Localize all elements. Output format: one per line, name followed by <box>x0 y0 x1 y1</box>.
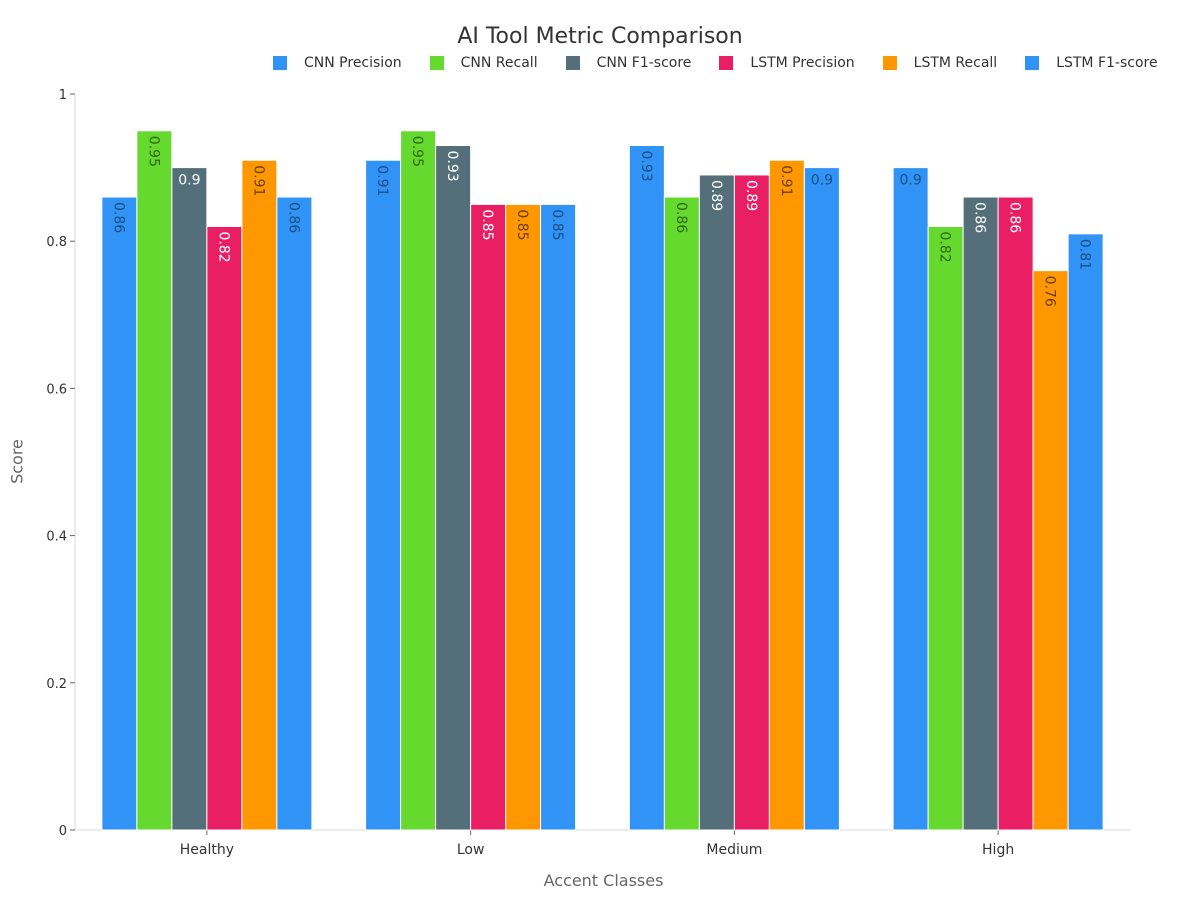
x-axis: Healthy Low Medium High <box>75 829 1130 858</box>
y-axis: 0 0.2 0.4 0.6 0.8 1 <box>46 88 76 839</box>
chart-title: AI Tool Metric Comparison <box>457 24 743 49</box>
y-axis-label: Score <box>7 439 27 484</box>
bar-value-label: 0.86 <box>285 202 301 233</box>
y-tick-label: 0.8 <box>46 235 67 250</box>
legend-swatch-icon <box>273 56 287 70</box>
x-tick-label: High <box>982 842 1014 858</box>
chart-legend: CNN Precision CNN Recall CNN F1-score LS… <box>273 54 1158 72</box>
legend-label: CNN Recall <box>460 55 538 71</box>
bar[interactable] <box>171 167 208 831</box>
bar-value-label: 0.93 <box>638 151 654 182</box>
legend-label: LSTM Recall <box>913 55 998 71</box>
bar[interactable] <box>927 225 964 831</box>
y-tick-label: 0.4 <box>46 530 67 545</box>
bar-value-label: 0.95 <box>145 136 161 167</box>
bar-value-label: 0.89 <box>743 180 759 211</box>
bar[interactable] <box>768 159 805 831</box>
bar-value-label: 0.85 <box>549 209 565 240</box>
bar-value-label: 0.76 <box>1042 276 1058 307</box>
bar-value-label: 0.91 <box>778 165 794 196</box>
bar-value-label: 0.86 <box>1007 202 1023 233</box>
legend-label: CNN Precision <box>304 55 402 71</box>
legend-swatch-icon <box>719 56 734 70</box>
y-tick-label: 0.2 <box>46 677 67 692</box>
bar[interactable] <box>241 159 278 831</box>
bar-value-label: 0.91 <box>250 165 266 196</box>
bar[interactable] <box>803 167 840 831</box>
legend-swatch-icon <box>429 56 444 70</box>
bar-value-label: 0.86 <box>673 202 689 233</box>
bar[interactable] <box>1032 270 1069 831</box>
y-tick-label: 1 <box>59 88 67 103</box>
bar-series: 0.86 0.95 0.9 0.82 0.91 0.86 0.91 0.95 0.93 0.85 0… <box>101 130 1104 831</box>
legend-item-cnn-recall[interactable]: CNN Recall <box>429 55 538 71</box>
legend-label: LSTM F1-score <box>1056 55 1158 71</box>
bar-value-label: 0.86 <box>972 202 988 233</box>
bar[interactable] <box>1067 233 1104 831</box>
x-tick-label: Healthy <box>180 842 234 858</box>
legend-swatch-icon <box>882 56 897 70</box>
bar-value-label: 0.93 <box>444 151 460 182</box>
bar[interactable] <box>997 196 1034 831</box>
bar-value-label: 0.9 <box>899 173 921 189</box>
bar[interactable] <box>505 203 542 831</box>
bar-value-label: 0.82 <box>937 231 953 262</box>
bar-value-label: 0.9 <box>178 173 200 189</box>
bar-value-label: 0.9 <box>811 173 833 189</box>
bar-value-label: 0.85 <box>514 209 530 240</box>
bar-value-label: 0.91 <box>374 165 390 196</box>
bar[interactable] <box>733 174 770 831</box>
bar[interactable] <box>101 196 138 831</box>
legend-swatch-icon <box>1025 56 1040 70</box>
x-tick-label: Medium <box>706 842 762 858</box>
legend-item-cnn-f1[interactable]: CNN F1-score <box>565 55 692 71</box>
legend-item-lstm-f1[interactable]: LSTM F1-score <box>1025 55 1158 71</box>
y-tick-label: 0 <box>59 824 67 839</box>
bar[interactable] <box>276 196 313 831</box>
bar-value-label: 0.95 <box>409 136 425 167</box>
bar[interactable] <box>470 203 507 831</box>
legend-item-lstm-recall[interactable]: LSTM Recall <box>882 55 998 71</box>
bar-value-label: 0.85 <box>479 209 495 240</box>
bar[interactable] <box>628 145 665 831</box>
legend-item-lstm-precision[interactable]: LSTM Precision <box>719 55 855 71</box>
legend-swatch-icon <box>565 56 580 70</box>
bar[interactable] <box>136 130 173 831</box>
legend-item-cnn-precision[interactable]: CNN Precision <box>273 55 402 71</box>
bar[interactable] <box>698 174 735 831</box>
x-tick-label: Low <box>457 842 485 858</box>
bar[interactable] <box>206 225 243 831</box>
bar-value-label: 0.89 <box>708 180 724 211</box>
bar-value-label: 0.82 <box>215 231 231 262</box>
bar[interactable] <box>400 130 437 831</box>
bar-value-label: 0.81 <box>1077 239 1093 270</box>
bar-value-label: 0.86 <box>110 202 126 233</box>
y-tick-label: 0.6 <box>46 382 67 397</box>
legend-label: CNN F1-score <box>596 55 692 71</box>
bar[interactable] <box>365 159 402 831</box>
bar[interactable] <box>540 203 577 831</box>
bar[interactable] <box>435 145 472 831</box>
legend-label: LSTM Precision <box>750 55 855 71</box>
bar[interactable] <box>892 167 929 831</box>
bar[interactable] <box>962 196 999 831</box>
x-axis-label: Accent Classes <box>543 871 664 890</box>
bar[interactable] <box>663 196 700 831</box>
